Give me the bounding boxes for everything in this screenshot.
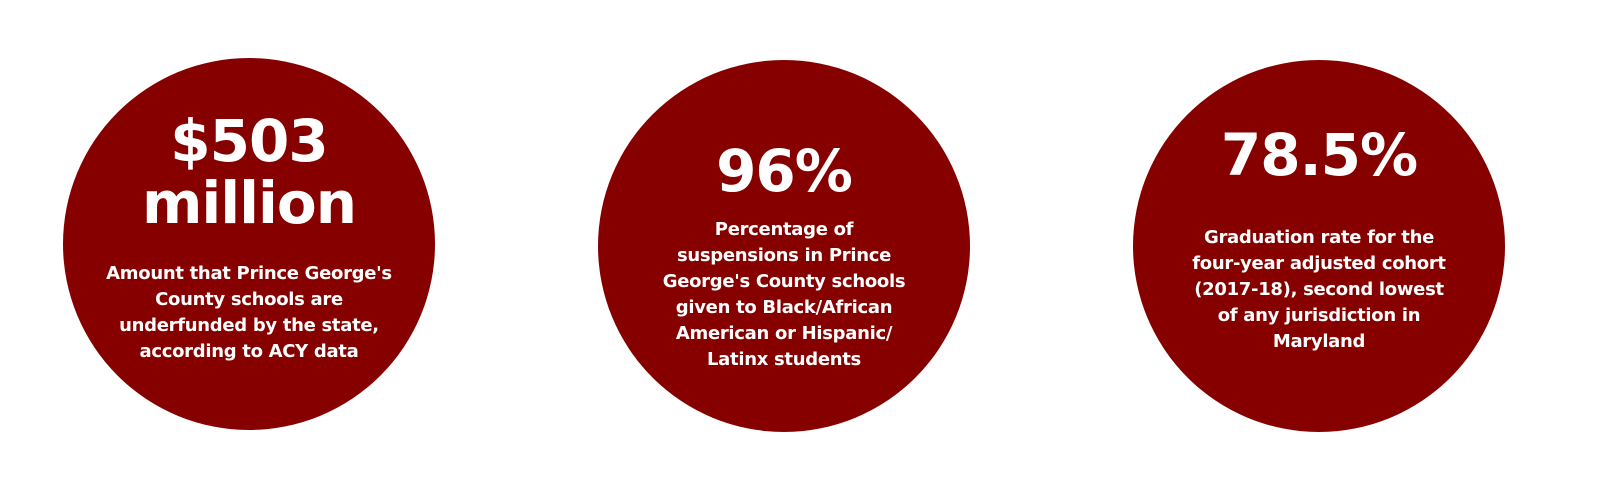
stat-value-line1: $503 <box>170 107 328 175</box>
stat-circle-suspensions: 96% Percentage of suspensions in Prince … <box>598 60 970 432</box>
stat-value: 78.5% <box>1220 121 1418 189</box>
stat-circle-graduation: 78.5% Graduation rate for the four-year … <box>1133 60 1505 432</box>
stat-value-line2: million <box>141 169 357 237</box>
stat-description: Graduation rate for the four-year adjust… <box>1192 227 1446 352</box>
stat-value: $503 million <box>63 110 435 234</box>
stat-description: Amount that Prince George's County schoo… <box>106 263 392 362</box>
stat-circle-underfunding: $503 million Amount that Prince George's… <box>63 58 435 430</box>
stat-value: 96% <box>716 137 853 205</box>
stat-description: Percentage of suspensions in Prince Geor… <box>662 219 906 370</box>
